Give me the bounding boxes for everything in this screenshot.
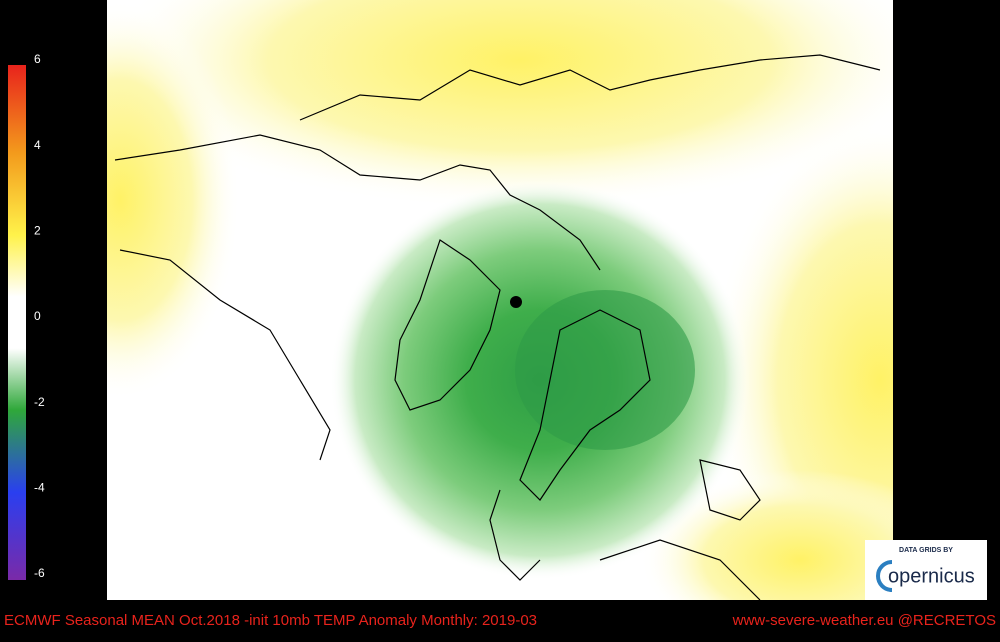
colorbar-tick-label: 0 — [34, 309, 41, 323]
logo: DATA GRIDS BY opernicus — [865, 540, 987, 600]
logo-caption: DATA GRIDS BY — [899, 547, 953, 554]
colorbar-tick-label: -4 — [34, 481, 45, 495]
footer-title: ECMWF Seasonal MEAN Oct.2018 -init 10mb … — [4, 612, 537, 629]
colorbar-ticks: 6 4 2 0 -2 -4 -6 — [34, 52, 45, 580]
colorbar-tick-label: 6 — [34, 52, 41, 66]
colorbar — [8, 65, 26, 580]
colorbar-tick-label: 2 — [34, 224, 41, 238]
colorbar-tick-label: -2 — [34, 395, 45, 409]
logo-name: opernicus — [888, 565, 975, 587]
footer-credit: www-severe-weather.eu @RECRETOS — [732, 612, 996, 629]
colorbar-tick-label: 4 — [34, 138, 41, 152]
colorbar-tick-label: -6 — [34, 566, 45, 580]
